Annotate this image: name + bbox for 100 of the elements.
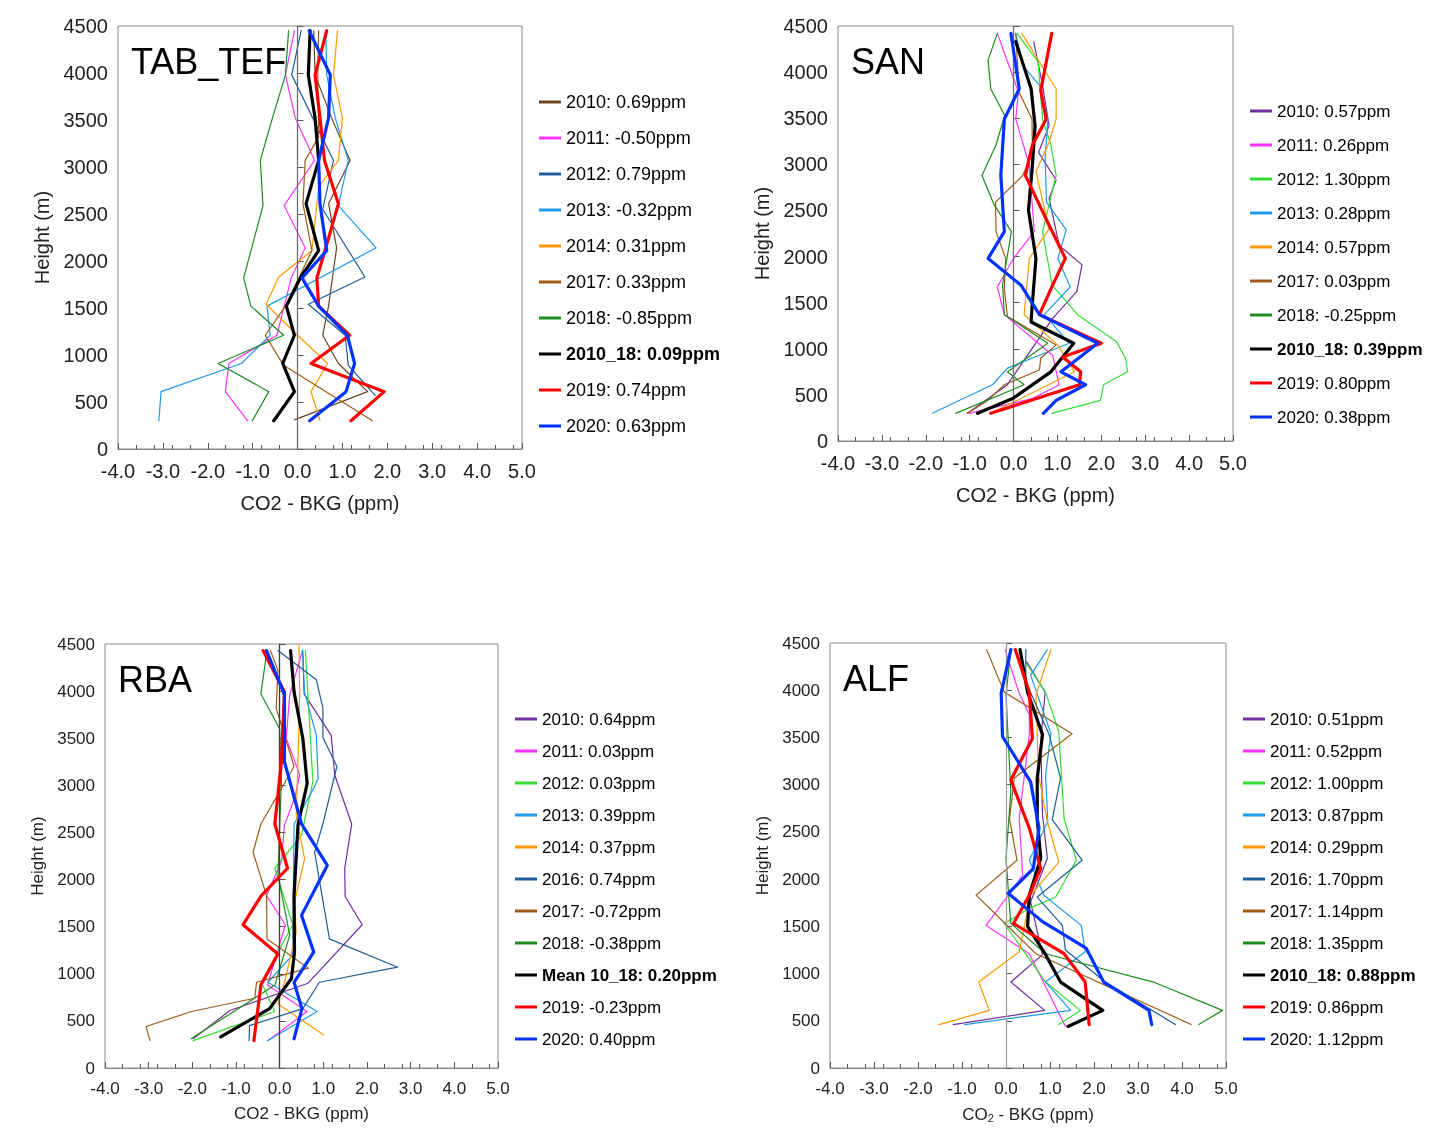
- x-tick-label: -4.0: [100, 460, 136, 482]
- x-axis-title: CO2 - BKG (ppm): [962, 1104, 1094, 1124]
- legend-label: 2016: 1.70ppm: [1270, 869, 1384, 889]
- y-tick-label: 3000: [782, 775, 820, 795]
- y-tick-label: 4000: [57, 681, 95, 701]
- x-tick-label: 4.0: [1170, 1079, 1194, 1098]
- chart-title: TAB_TEF: [131, 40, 287, 82]
- legend-label: 2018: -0.25ppm: [1277, 305, 1397, 325]
- legend-label: 2018: -0.85ppm: [566, 308, 693, 328]
- y-tick-label: 4500: [57, 634, 95, 654]
- x-tick-label: -4.0: [90, 1079, 120, 1098]
- x-tick-label: -3.0: [145, 460, 181, 482]
- y-tick-label: 1000: [783, 337, 828, 360]
- legend-label: 2010: 0.64ppm: [542, 709, 656, 729]
- y-tick-label: 2000: [783, 245, 828, 268]
- legend-label: Mean 10_18: 0.20ppm: [542, 965, 717, 985]
- x-tick-label: 2.0: [355, 1079, 379, 1098]
- x-tick-label: -2.0: [177, 1079, 207, 1098]
- legend-label: 2020: 0.63ppm: [566, 416, 687, 436]
- y-axis-title: Height (m): [753, 815, 773, 896]
- line-series: [952, 661, 1048, 1026]
- legend-label: 2013: 0.87ppm: [1270, 805, 1384, 825]
- legend-label: 2019: 0.74ppm: [566, 380, 687, 400]
- y-tick-label: 4500: [63, 15, 108, 37]
- line-series: [266, 650, 319, 1042]
- x-tick-label: 0.0: [283, 460, 312, 482]
- chart-title: ALF: [843, 657, 910, 699]
- y-tick-label: 4000: [783, 61, 828, 84]
- legend-label: 2020: 0.38ppm: [1277, 407, 1391, 427]
- y-axis-title: Height (m): [751, 186, 773, 281]
- x-tick-label: 0.0: [994, 1079, 1018, 1098]
- x-tick-label: -3.0: [859, 1079, 889, 1098]
- x-tick-label: 1.0: [328, 460, 357, 482]
- chart-title: RBA: [118, 658, 193, 700]
- legend-label: 2020: 0.40ppm: [542, 1029, 656, 1049]
- y-tick-label: 1500: [782, 916, 820, 936]
- line-series: [264, 649, 329, 1041]
- legend-label: 2017: 0.03ppm: [1277, 271, 1391, 291]
- y-tick-label: 0: [96, 438, 108, 460]
- line-series: [985, 649, 1066, 1028]
- x-tick-label: 4.0: [442, 1079, 467, 1098]
- x-tick-label: -1.0: [947, 1079, 977, 1098]
- x-tick-label: 3.0: [1131, 452, 1160, 474]
- x-tick-label: 1.0: [311, 1079, 336, 1098]
- legend-label: 2014: 0.37ppm: [542, 837, 656, 857]
- line-series: [931, 32, 1071, 414]
- y-tick-label: 1000: [782, 964, 820, 984]
- legend-label: 2012: 0.03ppm: [542, 773, 656, 793]
- y-tick-label: 500: [74, 391, 108, 413]
- y-tick-label: 500: [66, 1011, 95, 1031]
- x-axis-title: CO2 - BKG (ppm): [956, 484, 1115, 506]
- y-axis-title: Height (m): [31, 190, 53, 285]
- legend-label: 2012: 1.00ppm: [1270, 773, 1384, 793]
- y-tick-label: 3000: [57, 775, 95, 795]
- y-tick-label: 4500: [783, 15, 828, 37]
- y-tick-label: 4500: [782, 633, 820, 653]
- legend-label: 2011: -0.50ppm: [566, 128, 691, 148]
- y-axis-title: Height (m): [28, 816, 48, 896]
- x-tick-label: 0.0: [267, 1079, 292, 1098]
- legend-label: 2019: 0.86ppm: [1270, 997, 1384, 1017]
- x-tick-label: 4.0: [463, 460, 492, 482]
- y-tick-label: 3500: [783, 107, 828, 130]
- x-tick-label: 1.0: [1043, 452, 1072, 474]
- x-tick-label: 5.0: [1219, 452, 1247, 474]
- y-tick-label: 2000: [782, 869, 820, 889]
- legend-label: 2018: 1.35ppm: [1270, 933, 1384, 953]
- x-axis-title: CO2 - BKG (ppm): [233, 1104, 370, 1124]
- chart-title: SAN: [851, 40, 926, 82]
- legend-label: 2019: 0.80ppm: [1277, 373, 1391, 393]
- legend-label: 2013: 0.28ppm: [1277, 203, 1391, 223]
- x-tick-label: 2.0: [1082, 1079, 1106, 1098]
- y-tick-label: 500: [794, 383, 828, 406]
- legend-label: 2012: 0.79ppm: [566, 164, 687, 184]
- legend-label: 2010_18: 0.09ppm: [566, 344, 721, 364]
- legend-label: 2011: 0.52ppm: [1270, 741, 1383, 761]
- legend-label: 2011: 0.26ppm: [1277, 135, 1390, 155]
- legend-label: 2016: 0.74ppm: [542, 869, 656, 889]
- line-series: [938, 649, 1060, 1026]
- legend-label: 2010: 0.57ppm: [1277, 101, 1391, 121]
- y-tick-label: 1000: [57, 964, 95, 984]
- line-series: [192, 650, 314, 1042]
- x-tick-label: 5.0: [486, 1079, 510, 1098]
- y-tick-label: 1500: [783, 291, 828, 314]
- line-series: [291, 30, 376, 397]
- x-tick-label: -1.0: [952, 452, 987, 474]
- legend-label: 2013: -0.32ppm: [566, 200, 693, 220]
- y-tick-label: 0: [816, 430, 828, 452]
- x-tick-label: -4.0: [815, 1079, 845, 1098]
- line-series: [300, 29, 357, 423]
- y-tick-label: 2500: [783, 199, 828, 222]
- y-tick-label: 4000: [63, 62, 108, 84]
- y-tick-label: 2000: [63, 250, 108, 272]
- line-series: [293, 30, 369, 421]
- legend-label: 2017: 0.33ppm: [566, 272, 687, 292]
- legend-label: 2011: 0.03ppm: [542, 741, 655, 761]
- x-tick-label: 1.0: [1038, 1079, 1062, 1098]
- legend-label: 2010_18: 0.88ppm: [1270, 965, 1416, 985]
- x-axis-title: CO2 - BKG (ppm): [240, 492, 400, 514]
- legend-label: 2017: -0.72ppm: [542, 901, 662, 921]
- y-tick-label: 500: [791, 1011, 820, 1031]
